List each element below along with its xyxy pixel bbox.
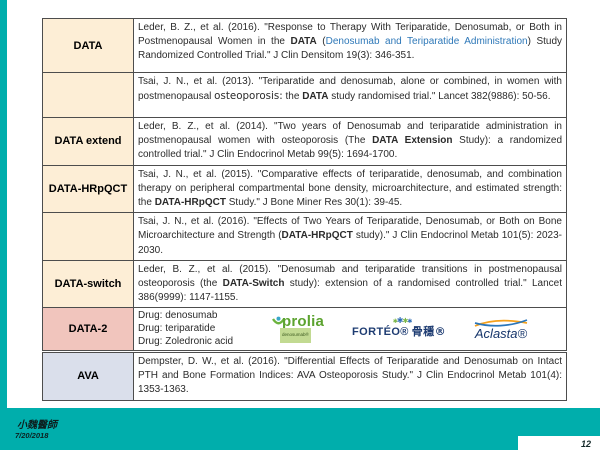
row-label-data-2: DATA-2 [43,308,134,351]
table-row: Tsai, J. N., et al. (2013). "Teriparatid… [43,72,566,117]
forteo-sparkles-icon: ✱✱✱✱ [392,316,413,326]
aclasta-logo: Aclasta® [474,319,528,341]
drug-logos: prolia denosumab® ✱✱✱✱ FORTÉO® 骨穩® Aclast… [272,313,528,343]
citation-segment: ( [316,36,326,48]
corner-notch [518,436,600,450]
forteo-cjk-name: 骨穩® [411,325,446,339]
citation-link[interactable]: Denosumab and Teriparatide Administratio… [325,36,528,48]
prolia-logo: prolia denosumab® [272,313,325,343]
citation-cell: Drug: denosumab Drug: teriparatide Drug: Z… [134,308,566,351]
drug-list: Drug: denosumab Drug: teriparatide Drug: Z… [138,309,258,348]
table-row: Tsai, J. N., et al. (2016). "Effects of … [43,212,566,260]
citation-segment: study)." J Clin Endocrinol Metab 101(5):… [138,230,562,256]
drug-item: Drug: Zoledronic acid [138,336,234,348]
citation-segment: DATA [290,36,317,48]
citation-segment: DATA [302,91,329,103]
left-accent-strip [0,0,7,450]
citation-cell: Leder, B. Z., et al. (2016). "Response t… [134,19,566,72]
drug-item: Drug: teriparatide [138,323,216,335]
table-row: DATA Leder, B. Z., et al. (2016). "Respon… [43,19,566,72]
bottom-accent-bar [0,408,600,450]
prolia-wordmark: prolia [282,313,325,331]
author-signature: 小魏醫師 [17,420,57,431]
forteo-logo: ✱✱✱✱ FORTÉO® 骨穩® [352,316,446,339]
aclasta-wordmark: Aclasta® [474,325,528,341]
citation-segment: DATA-Switch [222,278,285,290]
row-label-ava: AVA [43,353,134,400]
citation-segment: Tsai, J. N., et al. (2015). "Comparative… [138,168,562,209]
row-label-empty [43,213,134,260]
citation-segment: Leder, B. Z., et al. (2015). "Denosumab … [138,263,562,290]
citation-segment: DATA-HRpQCT [281,230,353,242]
citation-segment: the [282,91,303,103]
table-row: DATA-HRpQCT Tsai, J. N., et al. (2015). "… [43,164,566,213]
citation-segment: Dempster, D. W., et al. (2016). "Differe… [138,356,562,396]
citation-segment: study): extension of a randomised contro… [138,278,562,304]
ava-table: AVA Dempster, D. W., et al. (2016). "Diff… [42,352,567,401]
row-label-data-switch: DATA-switch [43,260,134,308]
table-row: AVA Dempster, D. W., et al. (2016). "Diff… [43,353,566,400]
citation-segment: Tsai, J. N., et al. (2013). "Teriparatid… [138,76,562,103]
citation-segment: study randomised trial." Lancet 382(9886… [328,91,551,103]
citation-cell: Tsai, J. N., et al. (2016). "Effects of … [134,213,566,260]
slide-date: 7/20/2018 [15,431,49,440]
table-row: DATA-switch Leder, B. Z., et al. (2015). … [43,259,566,308]
citation-cell: Dempster, D. W., et al. (2016). "Differe… [134,353,566,400]
references-table: DATA Leder, B. Z., et al. (2016). "Respon… [42,18,567,352]
table-row: DATA-2 Drug: denosumab Drug: teriparatide D… [43,307,566,351]
citation-cell: Leder, B. Z., et al. (2015). "Denosumab … [134,260,566,308]
row-label-data-extend: DATA extend [43,118,134,165]
forteo-wordmark: FORTÉO® [352,326,409,339]
row-label-data-hrpqct: DATA-HRpQCT [43,165,134,213]
citation-cell: Tsai, J. N., et al. (2013). "Teriparatid… [134,73,566,117]
citation-segment: Study): a randomized controlled trial." … [138,135,563,161]
drug-item: Drug: denosumab [138,310,218,322]
citation-segment: Leder, B. Z., et al. (2016). "Response t… [138,22,562,48]
citation-segment: DATA Extension [372,135,453,147]
citation-cell: Leder, B. Z., et al. (2014). "Two years … [134,118,566,165]
page-number: 12 [580,439,591,449]
citation-segment: Tsai, J. N., et al. (2016). "Effects of … [138,216,562,242]
table-row: DATA extend Leder, B. Z., et al. (2014). … [43,117,566,165]
citation-segment: ) Study Randomized Controlled Trial." J … [138,36,563,62]
aclasta-swoosh-icon [474,319,528,327]
citation-segment: Leder, B. Z., et al. (2014). "Two years … [138,121,562,147]
citation-segment: osteoporosis: [214,90,283,103]
row-label-empty [43,73,134,117]
citation-segment: DATA-HRpQCT [154,197,226,209]
prolia-person-icon [272,316,285,325]
row-label-data: DATA [43,19,134,72]
citation-cell: Tsai, J. N., et al. (2015). "Comparative… [134,165,566,213]
prolia-subtext: denosumab® [280,328,311,343]
citation-segment: Study." J Bone Miner Res 30(1): 39-45. [225,197,403,209]
